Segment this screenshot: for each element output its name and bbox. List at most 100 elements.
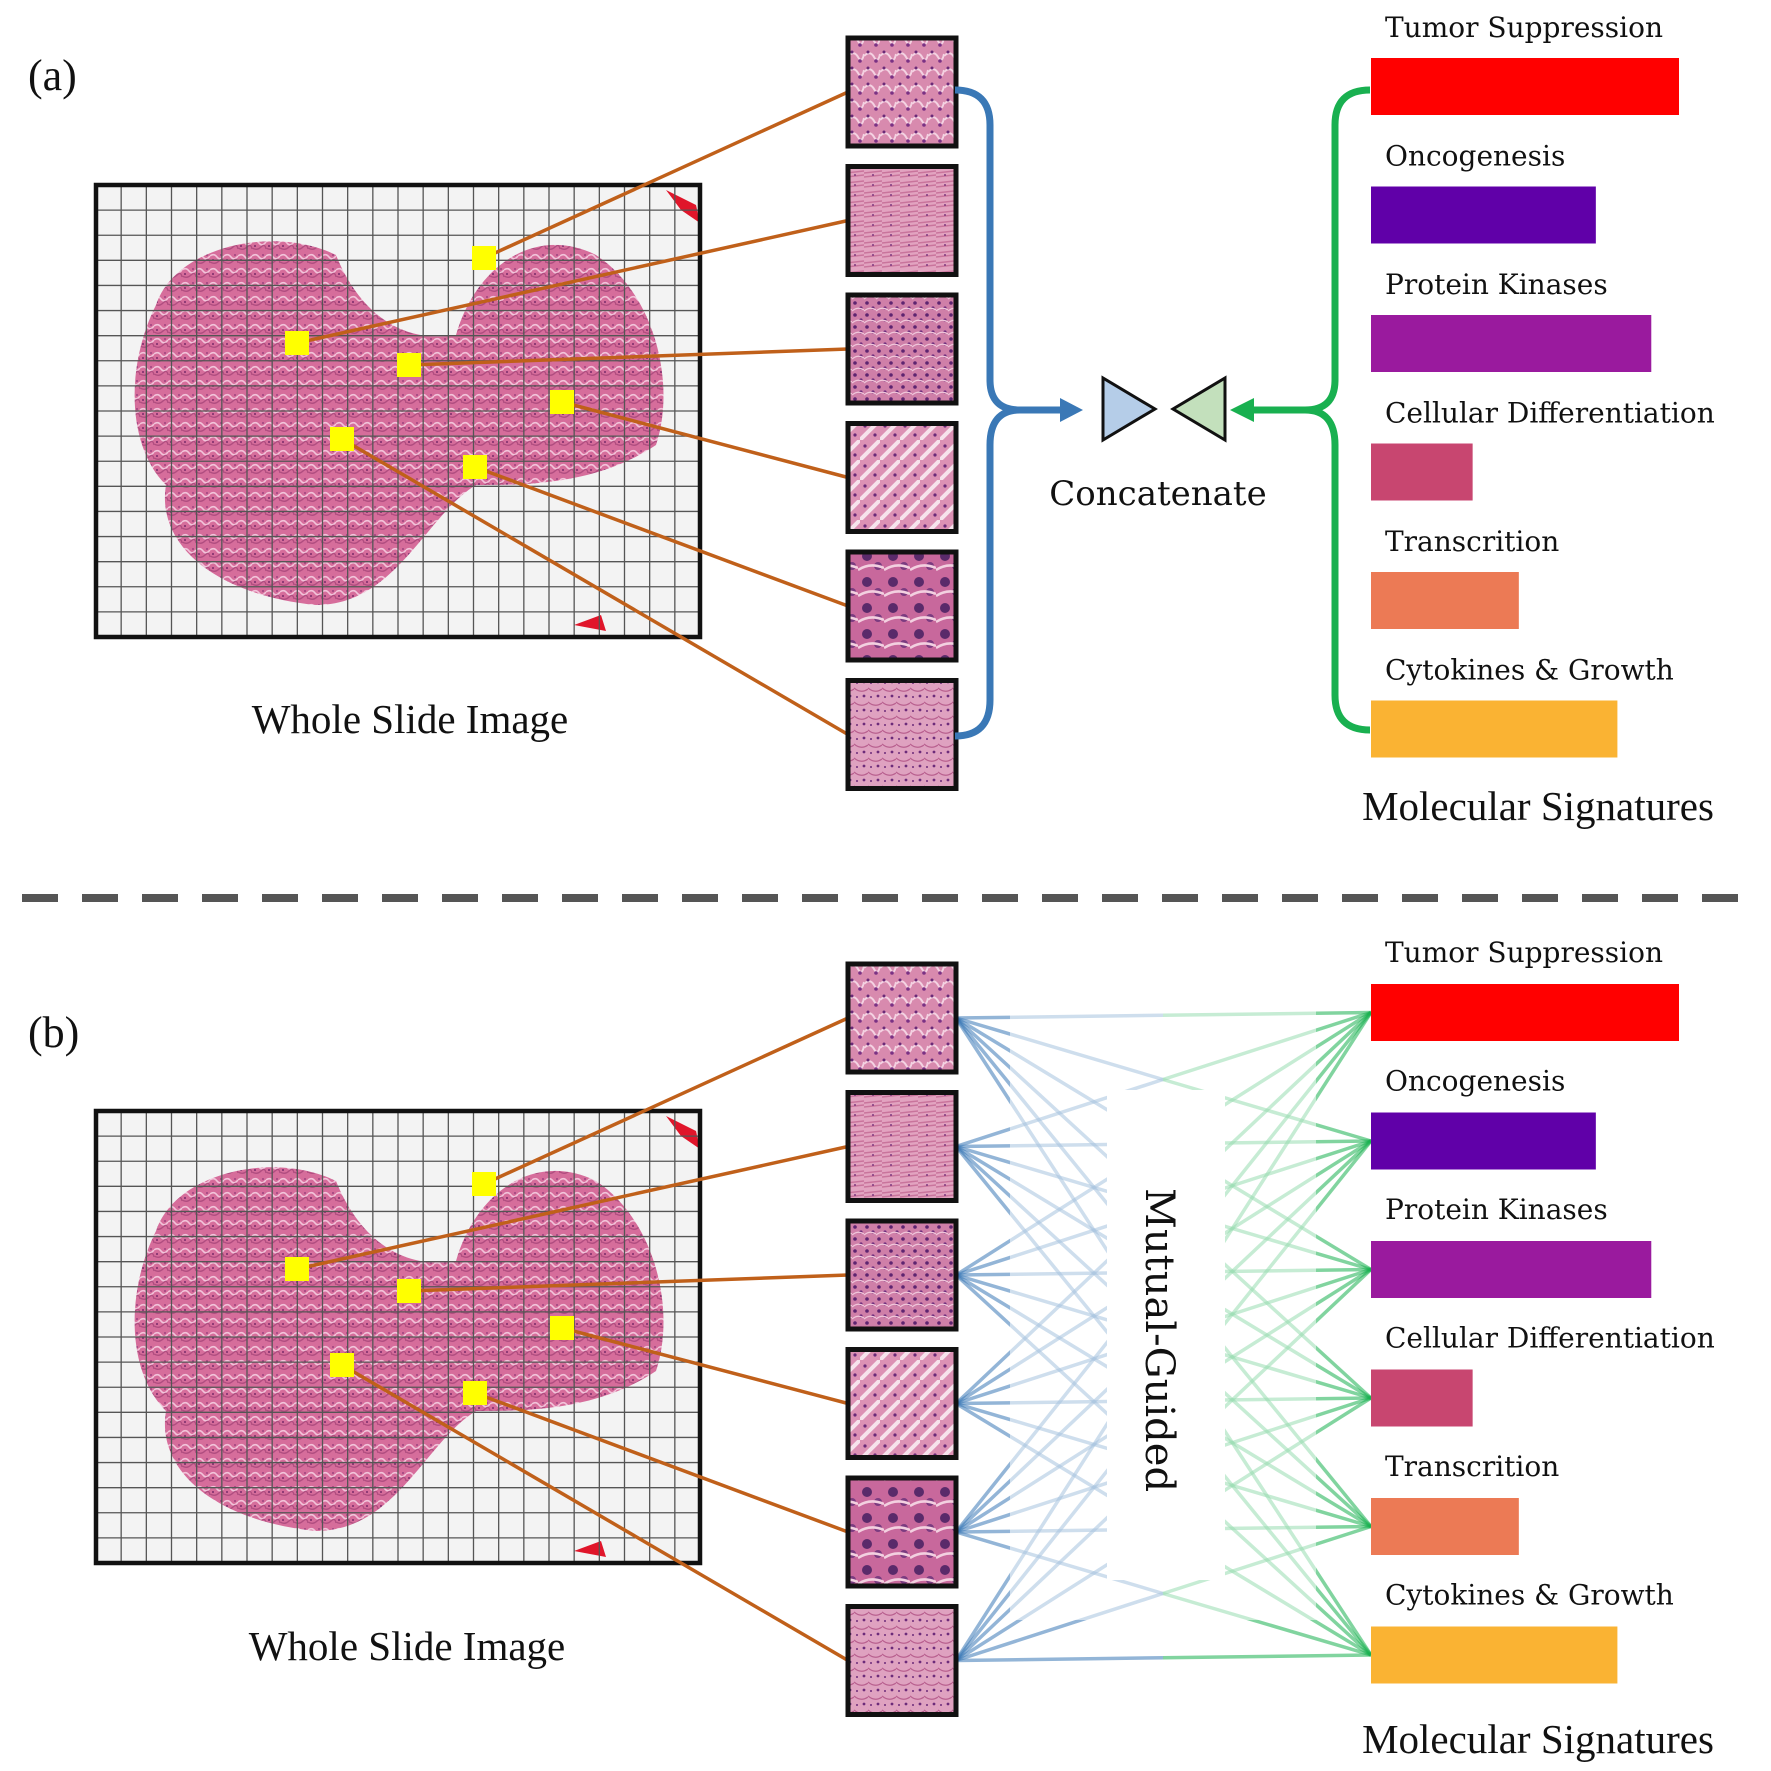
- patch-marker: [397, 353, 421, 377]
- signature-bar: [1371, 315, 1652, 372]
- whole-slide-image: [93, 1108, 703, 1566]
- signature-label: Cytokines & Growth: [1385, 654, 1674, 687]
- slide-border: [93, 182, 703, 640]
- signature-group: Transcrition: [1371, 525, 1559, 629]
- genomic-bracket: [1245, 86, 1371, 734]
- tissue-section: [134, 241, 664, 605]
- histology-patch: [845, 1347, 959, 1460]
- signature-group: Oncogenesis: [1371, 140, 1596, 244]
- signatures-caption: Molecular Signatures: [1362, 783, 1714, 829]
- patch-link: [341, 1363, 849, 1663]
- signature-label: Cellular Differentiation: [1385, 397, 1715, 430]
- signature-group: Tumor Suppression: [1371, 11, 1679, 115]
- signature-group: Cytokines & Growth: [1371, 1579, 1674, 1684]
- patch-link: [408, 1273, 849, 1293]
- molecular-signatures: Tumor Suppression Oncogenesis Protein Kina…: [1371, 936, 1715, 1684]
- patch-thumbnails: [845, 961, 959, 1717]
- panel-b: (b) Whole Slide Image Mutual-Guided Tumo…: [28, 936, 1715, 1762]
- histology-token: [1101, 375, 1158, 443]
- signature-label: Transcrition: [1385, 525, 1559, 558]
- patch-marker: [550, 390, 574, 414]
- signature-label: Tumor Suppression: [1385, 11, 1663, 44]
- patch-marker: [463, 1381, 487, 1405]
- signature-group: Tumor Suppression: [1371, 936, 1679, 1041]
- genomic-connection: [1162, 1653, 1372, 1660]
- signature-bar: [1371, 1241, 1652, 1298]
- tile-grid: [96, 1111, 700, 1563]
- wsi-caption: Whole Slide Image: [252, 696, 569, 742]
- patch-marker: [463, 455, 487, 479]
- patch-thumbnails: [845, 35, 959, 791]
- patch-link: [296, 218, 849, 345]
- histology-patch: [845, 164, 959, 277]
- patch-markers: [285, 246, 574, 479]
- patch-links: [296, 1016, 849, 1663]
- histology-bracket: [954, 86, 1070, 740]
- patch-link: [474, 1391, 849, 1534]
- histology-patch: [845, 678, 959, 791]
- slide-ink-mark: [574, 615, 606, 631]
- patch-markers: [285, 1172, 574, 1405]
- patch-links: [296, 90, 849, 737]
- patch-marker: [330, 427, 354, 451]
- signature-group: Cellular Differentiation: [1371, 397, 1715, 501]
- histology-patch: [845, 549, 959, 663]
- patch-marker: [397, 1279, 421, 1303]
- patch-link: [408, 347, 849, 367]
- signature-label: Transcrition: [1385, 1450, 1559, 1483]
- signature-group: Protein Kinases: [1371, 268, 1652, 372]
- genomic-arrow-head: [1230, 398, 1254, 422]
- histology-arrow-head: [1060, 398, 1083, 422]
- patch-link: [483, 90, 849, 260]
- signature-bar: [1371, 1626, 1618, 1684]
- patch-link: [474, 465, 849, 608]
- histology-connection: [955, 1656, 1164, 1663]
- fusion-label: Concatenate: [1049, 474, 1266, 514]
- patch-link: [561, 1326, 849, 1406]
- whole-slide-image: [93, 182, 703, 640]
- signature-bar: [1371, 700, 1618, 758]
- histology-patch: [845, 292, 959, 406]
- signature-label: Protein Kinases: [1385, 268, 1608, 301]
- wsi-caption: Whole Slide Image: [249, 1623, 566, 1669]
- signature-group: Cellular Differentiation: [1371, 1322, 1715, 1427]
- concatenate-symbol: [1101, 375, 1227, 443]
- signature-bar: [1371, 572, 1519, 629]
- signature-group: Protein Kinases: [1371, 1193, 1652, 1298]
- patch-link: [341, 437, 849, 737]
- histology-patch: [845, 1218, 959, 1332]
- histology-patch: [845, 961, 959, 1075]
- signature-label: Cytokines & Growth: [1385, 1579, 1674, 1612]
- molecular-signatures: Tumor Suppression Oncogenesis Protein Kina…: [1371, 11, 1715, 758]
- signature-bar: [1371, 1112, 1596, 1170]
- histology-patch: [845, 1090, 959, 1203]
- tissue-section: [134, 1167, 664, 1531]
- signature-group: Oncogenesis: [1371, 1065, 1596, 1170]
- signature-label: Oncogenesis: [1385, 140, 1565, 173]
- slide-border: [93, 1108, 703, 1566]
- signature-group: Transcrition: [1371, 1450, 1559, 1555]
- signature-group: Cytokines & Growth: [1371, 654, 1674, 758]
- signature-label: Protein Kinases: [1385, 1193, 1608, 1226]
- patch-link: [561, 400, 849, 480]
- patch-marker: [472, 1172, 496, 1196]
- histology-patch: [845, 421, 959, 534]
- mutual-guided-label-background: [1107, 1090, 1225, 1580]
- patch-marker: [285, 1257, 309, 1281]
- signature-bar: [1371, 984, 1679, 1041]
- histology-patch: [845, 1604, 959, 1717]
- patch-marker: [285, 331, 309, 355]
- signature-bar: [1371, 186, 1596, 244]
- signature-label: Cellular Differentiation: [1385, 1322, 1715, 1355]
- genomic-token: [1170, 375, 1227, 443]
- panel-letter: (b): [28, 1008, 79, 1057]
- panel-letter: (a): [28, 51, 77, 100]
- patch-link: [483, 1016, 849, 1186]
- tile-grid: [96, 185, 700, 637]
- signature-bar: [1371, 1369, 1473, 1427]
- patch-marker: [550, 1316, 574, 1340]
- signature-label: Tumor Suppression: [1385, 936, 1663, 969]
- signature-bar: [1371, 58, 1679, 115]
- histology-patch: [845, 1475, 959, 1589]
